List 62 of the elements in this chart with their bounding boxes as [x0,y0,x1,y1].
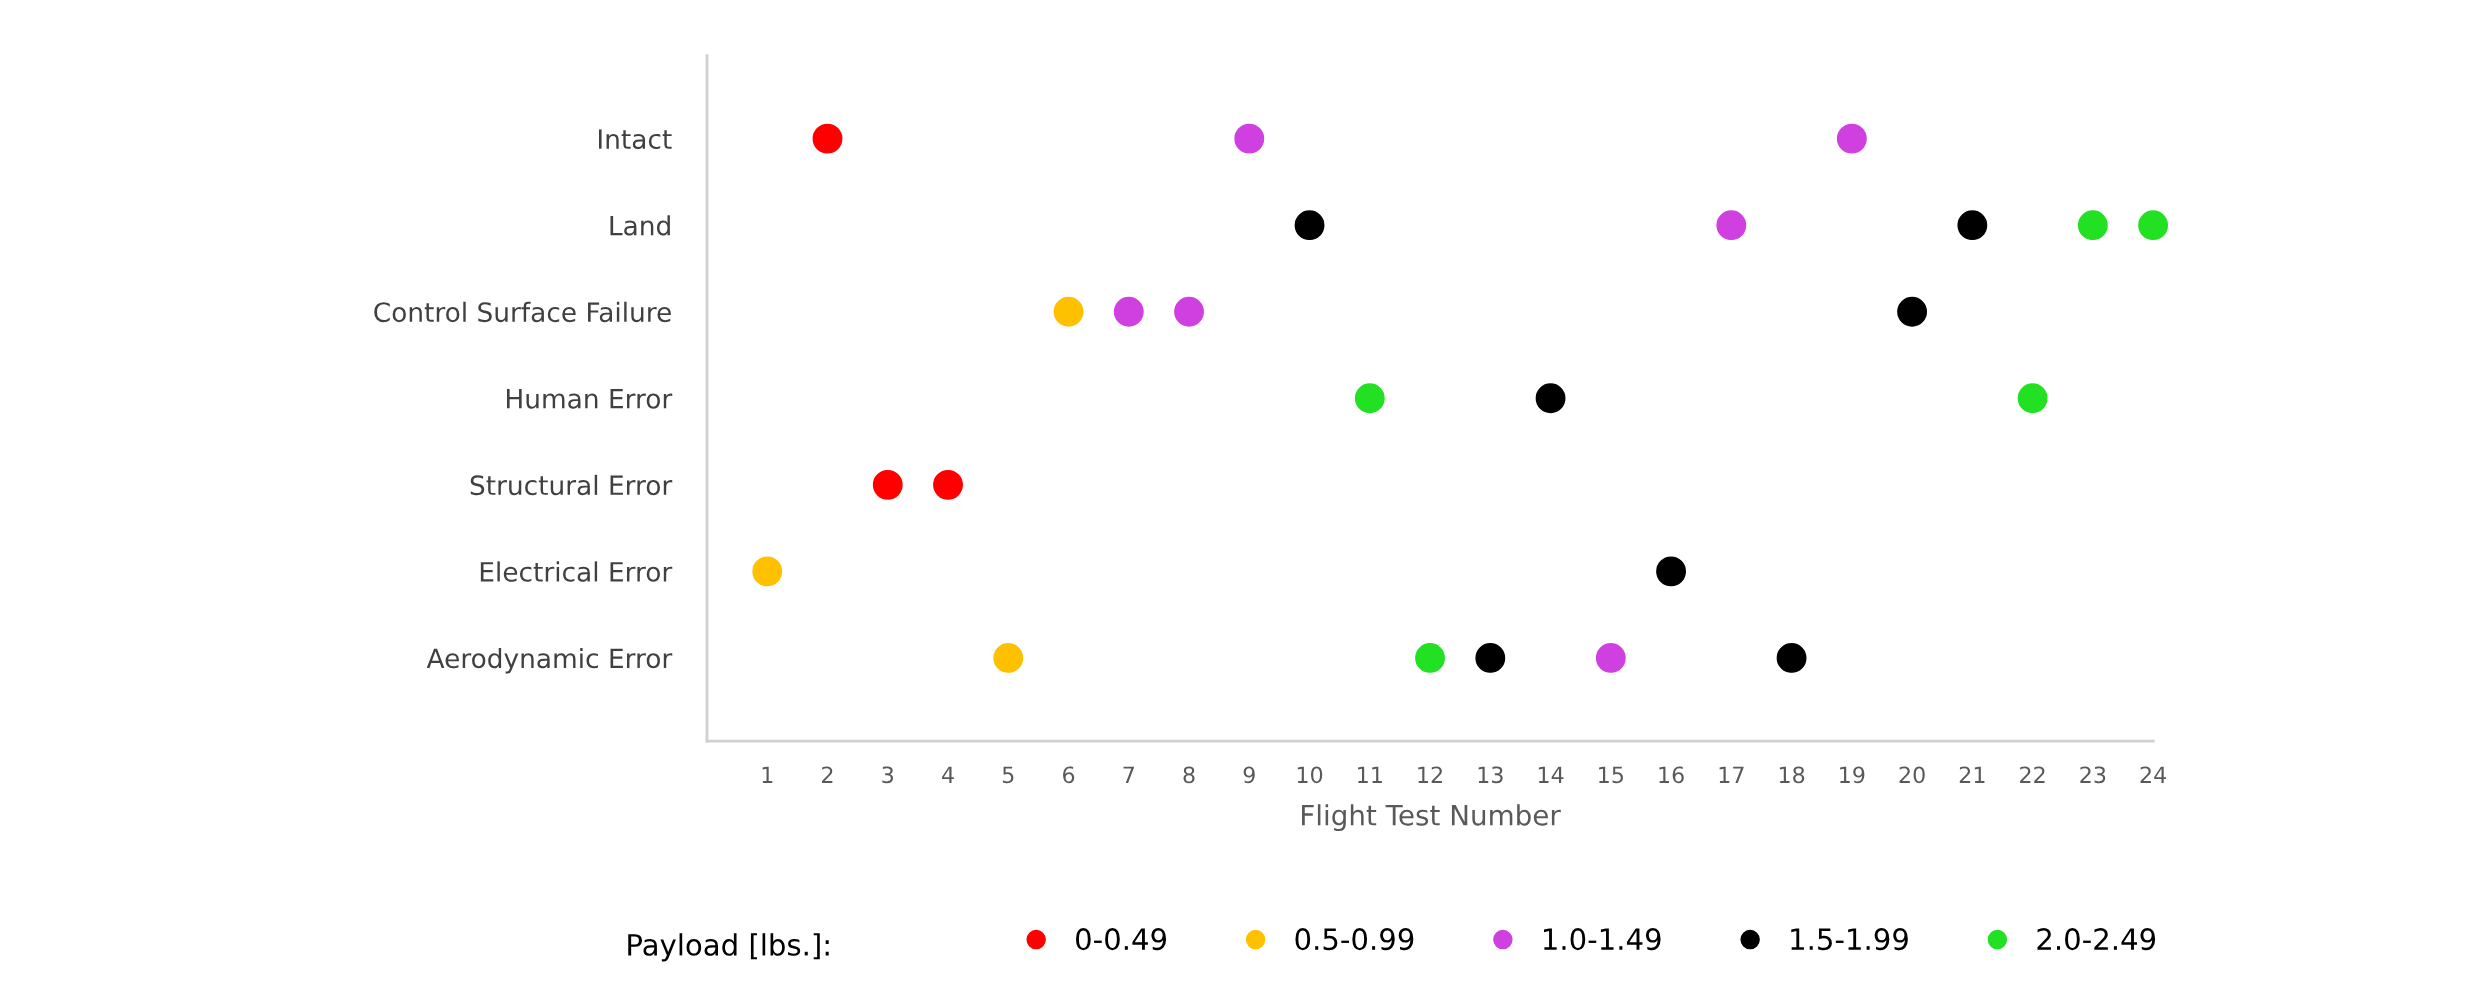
point [1776,643,1807,673]
x-tick-label: 16 [1659,766,1684,784]
x-tick-label: 21 [1959,766,1985,783]
x-tick-label: 10 [1297,766,1323,784]
point [1957,210,1988,241]
y-tick-label: Land [610,215,670,236]
x-tick-label: 11 [1358,766,1382,783]
legend-label: 0.5-0.99 [1295,928,1414,951]
point [933,469,963,500]
point [1174,296,1204,327]
point [1234,123,1265,154]
x-tick-label: 8 [1183,766,1195,784]
legend-label: 0-0.49 [1076,928,1167,951]
point [2138,210,2169,241]
x-axis-title: Flight Test Number [1302,804,1561,832]
x-tick-label: 19 [1840,766,1865,784]
x-tick-label: 17 [1719,766,1744,783]
x-tick-label: 5 [1002,766,1014,784]
point [752,556,783,587]
x-tick-label: 24 [2140,766,2166,783]
x-tick-label: 6 [1063,766,1075,784]
x-tick-label: 12 [1418,766,1442,783]
point [1475,643,1506,673]
point [1897,296,1928,327]
x-tick-label: 4 [942,766,954,783]
x-tick-label: 9 [1243,766,1255,784]
point [872,469,903,500]
x-tick-label: 1 [762,766,773,783]
point [1716,210,1747,241]
x-tick-label: 15 [1599,766,1624,784]
point [1535,383,1566,414]
x-tick-label: 20 [1899,766,1925,784]
point [1113,296,1144,327]
point [812,123,843,154]
point [993,643,1024,673]
y-tick-label: Human Error [506,389,673,409]
y-tick-label: Control Surface Failure [374,301,671,323]
legend-label: 1.5-1.99 [1791,928,1908,951]
point [1294,210,1325,241]
y-tick-label: Intact [598,129,672,150]
point [1836,123,1867,154]
point [1415,643,1445,673]
x-tick-label: 18 [1779,766,1805,784]
legend-label: 2.0-2.49 [2037,928,2156,951]
x-tick-label: 14 [1538,766,1564,783]
x-tick-label: 7 [1123,766,1134,783]
y-tick-label: Electrical Error [480,561,673,582]
legend-label: 1.0-1.49 [1543,928,1661,951]
point [2077,210,2108,241]
point [1595,643,1626,673]
x-tick-label: 13 [1478,766,1503,784]
point [1656,556,1686,587]
y-tick-label: Aerodynamic Error [426,647,673,674]
x-tick-label: 23 [2080,766,2106,784]
legend-title: Payload [lbs.]: [628,933,829,962]
y-tick-label: Structural Error [470,474,673,496]
x-tick-label: 3 [882,766,894,784]
point [1053,296,1084,327]
point [2017,383,2048,414]
x-tick-label: 2 [822,766,833,783]
point [1354,383,1385,414]
x-tick-label: 22 [2020,766,2045,783]
